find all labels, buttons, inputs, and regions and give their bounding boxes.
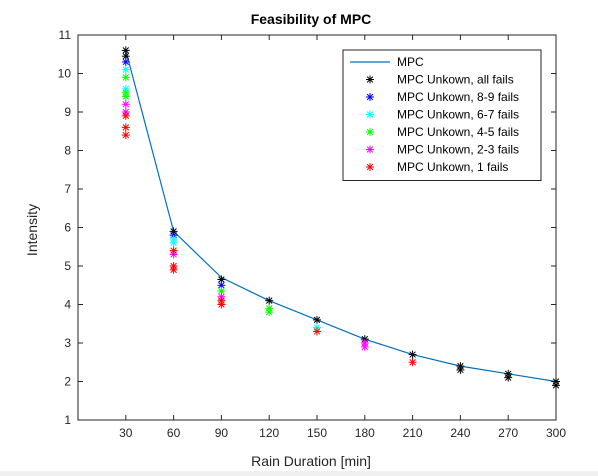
series-line-mpc [125, 50, 557, 383]
data-point-series-6 [217, 300, 226, 309]
x-tick-label: 90 [215, 426, 229, 440]
data-point-series-4 [121, 73, 130, 82]
data-point-series-3 [121, 65, 130, 74]
legend-marker-swatch [366, 110, 374, 119]
x-tick-label: 60 [167, 426, 181, 440]
legend-marker-swatch [366, 145, 374, 154]
data-point-series-1 [408, 350, 417, 359]
legend-marker-swatch [366, 75, 374, 84]
y-tick-label: 5 [64, 259, 71, 273]
data-point-series-5 [121, 100, 130, 109]
legend-marker-swatch [366, 93, 374, 101]
legend-marker-swatch [366, 128, 374, 136]
y-tick-label: 8 [64, 144, 71, 158]
y-tick-label: 3 [64, 336, 71, 350]
data-point-series-1 [552, 381, 560, 390]
legend-layer: MPC MPC Unkown, all fails MPC Unkown, 8-9 … [342, 49, 542, 181]
data-point-series-6 [121, 111, 130, 120]
data-point-series-6 [121, 131, 130, 140]
legend-entry-label: MPC Unkown, 8-9 fails [397, 90, 519, 104]
x-tick-label: 180 [355, 426, 375, 440]
data-point-series-1 [504, 373, 513, 382]
data-point-series-4 [121, 92, 130, 101]
x-tick-label: 240 [450, 426, 470, 440]
data-point-series-2 [121, 57, 130, 66]
y-tick-label: 6 [64, 221, 71, 235]
legend-entry-label: MPC Unkown, all fails [397, 73, 514, 87]
data-point-series-6 [169, 265, 178, 274]
data-point-series-6 [313, 327, 321, 336]
legend-entry-label: MPC [397, 55, 424, 69]
y-tick-label: 4 [64, 298, 71, 312]
x-tick-label: 210 [403, 426, 423, 440]
data-point-series-1 [313, 315, 321, 324]
y-tick-label: 2 [64, 375, 71, 389]
data-point-series-5 [360, 342, 369, 351]
x-tick-label: 150 [307, 426, 327, 440]
data-point-series-6 [121, 123, 130, 132]
chart-title: Feasibility of MPC [251, 11, 372, 27]
data-point-series-1 [265, 296, 274, 305]
y-tick-label: 10 [58, 67, 72, 81]
x-axis-label: Rain Duration [min] [251, 453, 371, 469]
x-tick-label: 120 [259, 426, 279, 440]
plot-layer [121, 46, 560, 390]
legend-box [342, 49, 542, 181]
x-tick-label: 30 [119, 426, 133, 440]
x-tick-label: 270 [498, 426, 518, 440]
legend-entry-label: MPC Unkown, 6-7 fails [397, 108, 519, 122]
y-axis-label: Intensity [24, 204, 40, 256]
y-tick-label: 1 [64, 413, 71, 427]
legend-marker-swatch [366, 163, 374, 171]
data-point-series-6 [169, 246, 178, 255]
x-tick-label: 300 [546, 426, 566, 440]
data-point-series-3 [169, 235, 178, 244]
data-point-series-6 [408, 358, 417, 367]
data-point-series-4 [265, 308, 274, 317]
y-tick-label: 11 [59, 28, 72, 42]
legend-entry-label: MPC Unkown, 4-5 fails [397, 125, 519, 139]
y-tick-label: 7 [64, 182, 71, 196]
legend-entry-label: MPC Unkown, 2-3 fails [397, 143, 519, 157]
legend-entry-label: MPC Unkown, 1 fails [397, 160, 508, 174]
data-point-series-1 [456, 365, 465, 374]
y-tick-label: 9 [64, 105, 71, 119]
